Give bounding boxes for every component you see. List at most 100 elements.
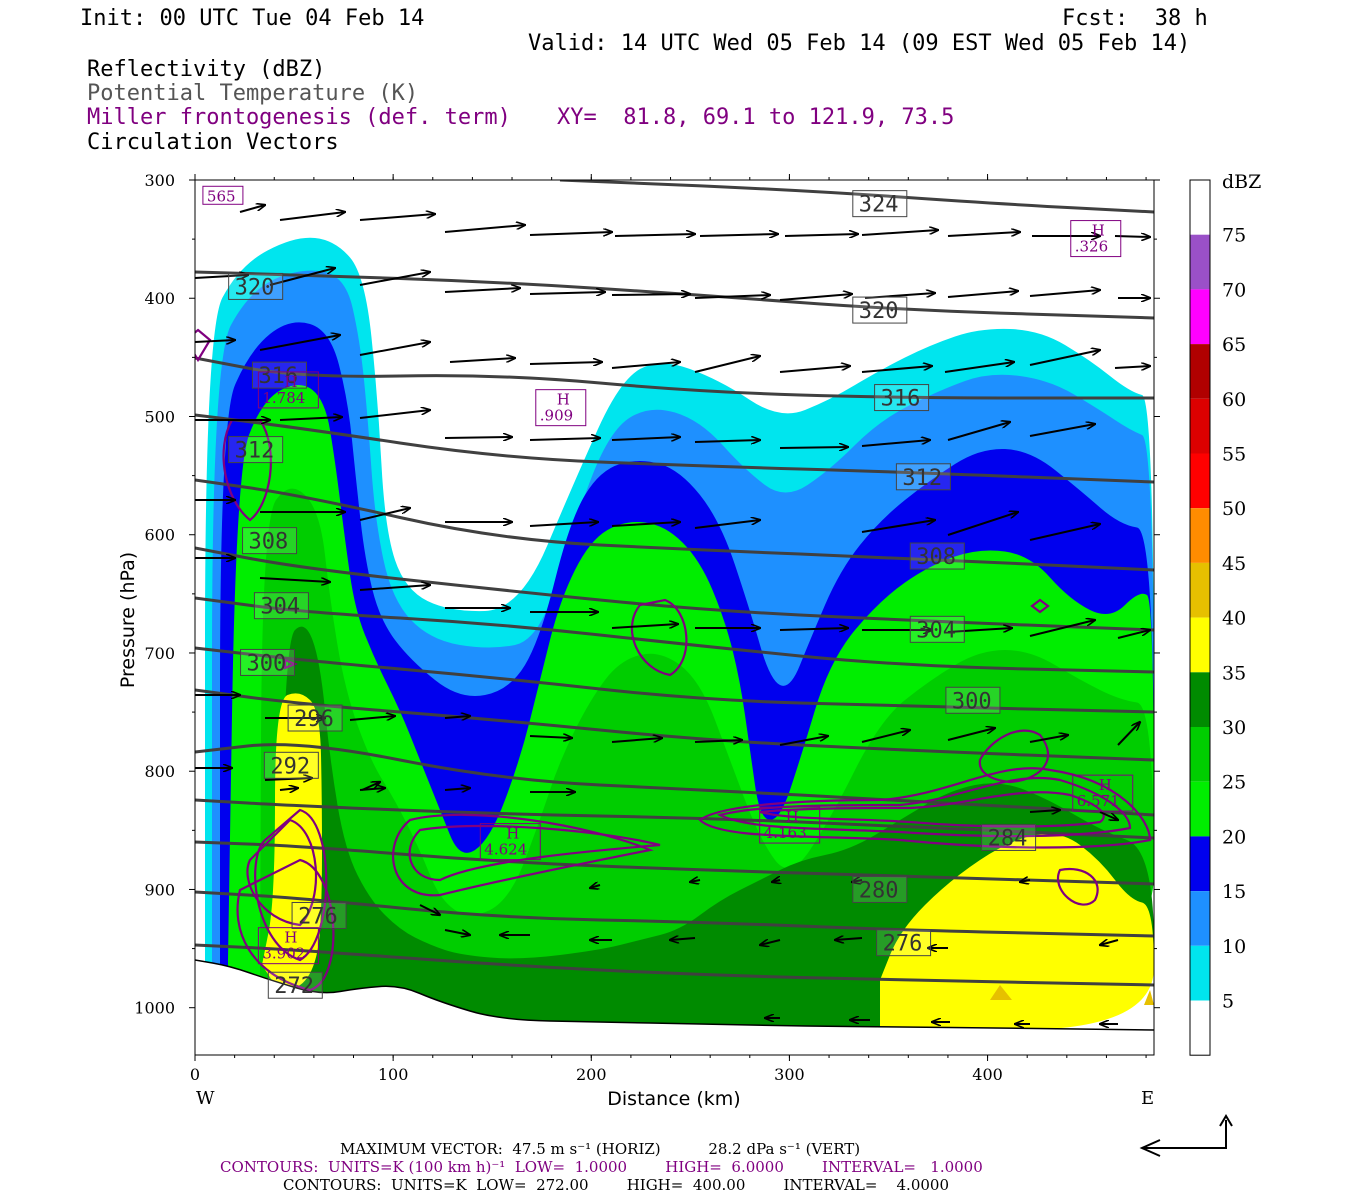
frontogenesis-contour [222,418,272,522]
circulation-vector [1117,722,1140,746]
circulation-vector [444,716,470,718]
theta-label: 316 [251,361,307,389]
fronto-max-value: 565 [207,187,236,205]
circulation-vector [760,940,781,945]
frontogenesis-contour [630,598,688,677]
reference-vector-head [1139,1139,1161,1157]
theta-label-text: 316 [881,387,921,412]
colorbar-segment [1190,891,1210,946]
colorbar-level: 25 [1222,772,1246,794]
y-tick-label: 500 [144,407,175,426]
colorbar-segment [1190,508,1210,563]
theta-contour [195,596,1154,674]
theta-label: 320 [228,272,284,300]
theta-label: 308 [909,542,965,570]
circulation-vector [611,624,678,629]
fronto-max-marker: H [284,929,297,947]
fronto-max-box [257,371,319,409]
theta-label: 324 [852,190,908,218]
theta-label-text: 272 [274,974,314,999]
circulation-vector [861,520,935,533]
y-axis-title: Pressure (hPa) [117,552,139,688]
circulation-vector [670,938,696,940]
cross-section-endpoints: XY= 81.8, 69.1 to 121.9, 73.5 [557,105,955,130]
field-theta: Potential Temperature (K) [87,81,419,106]
theta-label-text: 320 [859,299,899,324]
circulation-vector [779,736,828,746]
east-label: E [1141,1088,1154,1109]
frontogenesis-contour [1057,867,1099,906]
field-frontogenesis: Miller frontogenesis (def. term) [87,105,511,130]
fronto-max-label: H6.571 [1072,774,1134,812]
circulation-vector [1029,350,1100,366]
circulation-vector [259,335,340,351]
colorbar-segment [1190,672,1210,727]
theta-label: 312 [228,436,284,464]
fronto-max-marker: H [786,808,799,826]
theta-contour [195,646,1154,714]
fronto-max-label: H.326 [1070,220,1122,258]
fronto-max-box [202,185,244,205]
reflectivity-region [1144,990,1154,1005]
theta-label-box [263,751,319,779]
circulation-vector [269,268,335,286]
theta-label-box [909,542,965,570]
frontogenesis-contour [978,729,1050,784]
reference-vector-head [1219,1114,1233,1127]
fronto-max-label: H4.624 [479,823,541,861]
circulation-vector [861,440,930,447]
theta-contour [195,546,1154,632]
fronto-max-label: 565 [202,185,244,205]
fronto-max-box [1072,774,1134,812]
colorbar-segment [1190,344,1210,399]
frontogenesis-contour [698,767,1152,849]
circulation-vector [1029,735,1068,743]
colorbar-level: 75 [1222,225,1246,247]
theta-label-text: 284 [988,826,1028,851]
y-tick-label: 700 [144,644,175,663]
valid-time: Valid: 14 UTC Wed 05 Feb 14 (09 EST Wed … [528,31,1191,56]
circulation-vector [835,938,863,940]
circulation-vector [947,232,1020,237]
circulation-vector [947,422,1010,441]
colorbar-level: 45 [1222,553,1246,575]
plot-frame [194,179,1155,1056]
circulation-vector [1099,811,1118,820]
theta-contour [559,180,1154,214]
circulation-vector [690,880,701,882]
colorbar-segment [1190,727,1210,782]
fronto-max-value: .326 [1075,238,1108,256]
circulation-vector [779,294,852,301]
circulation-vector [779,628,848,630]
theta-label-text: 308 [249,530,289,555]
theta-label: 304 [253,592,309,620]
theta-label-box [240,648,296,676]
circulation-vector [611,522,680,527]
field-vectors: Circulation Vectors [87,130,339,155]
colorbar-segment [1190,617,1210,673]
colorbar-segment [1190,836,1210,892]
theta-label-text: 296 [294,707,334,732]
fronto-max-box [257,927,319,965]
x-tick-label: 100 [378,1065,409,1084]
field-reflectivity: Reflectivity (dBZ) [87,57,326,82]
circulation-vector [529,362,602,364]
fronto-max-box [535,389,587,427]
circulation-vector [694,440,760,442]
theta-label-box [291,901,347,929]
theta-label: 272 [267,971,323,999]
theta-label-text: 300 [952,689,992,714]
circulation-vector [195,340,235,342]
circulation-vector [529,292,605,294]
colorbar-level: 10 [1222,936,1246,958]
circulation-vector [444,929,470,935]
circulation-vector [1100,940,1119,945]
circulation-vector [259,577,330,582]
fronto-max-marker: H [284,373,297,391]
fronto-max-marker: H [557,391,570,409]
frontogenesis-contour [1030,598,1050,614]
circulation-vector [779,447,848,448]
circulation-vector [772,880,780,882]
theta-label-text: 276 [883,932,923,957]
circulation-vector [947,628,1012,633]
